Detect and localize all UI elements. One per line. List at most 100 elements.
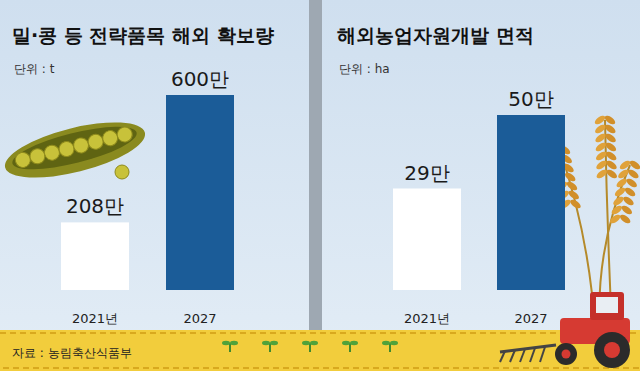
strip-pattern xyxy=(453,367,459,369)
strip-pattern xyxy=(373,367,379,369)
strip-pattern xyxy=(370,332,376,334)
strip-pattern xyxy=(573,367,579,369)
strip-pattern xyxy=(630,332,636,334)
wheat-grain xyxy=(604,141,617,153)
bar xyxy=(61,222,129,290)
strip-pattern xyxy=(463,367,469,369)
strip-pattern xyxy=(13,367,19,369)
strip-pattern xyxy=(323,367,329,369)
strip-pattern xyxy=(413,367,419,369)
strip-pattern xyxy=(343,367,349,369)
strip-pattern xyxy=(350,332,356,334)
wheat-grain xyxy=(609,213,622,225)
strip-pattern xyxy=(360,332,366,334)
strip-pattern xyxy=(123,367,129,369)
strip-pattern xyxy=(240,332,246,334)
strip-pattern xyxy=(310,332,316,334)
strip-pattern xyxy=(263,367,269,369)
wheat-grain xyxy=(628,159,640,171)
tractor-tine xyxy=(530,348,535,362)
strip-pattern xyxy=(533,367,539,369)
strip-pattern xyxy=(553,367,559,369)
strip-pattern xyxy=(173,367,179,369)
pea xyxy=(14,151,32,169)
tractor-hitch xyxy=(500,345,556,352)
strip-pattern xyxy=(203,367,209,369)
strip-pattern xyxy=(290,332,296,334)
strip-pattern xyxy=(520,332,526,334)
ground-strip xyxy=(0,330,640,371)
strip-pattern xyxy=(330,332,336,334)
strip-pattern xyxy=(340,332,346,334)
strip-pattern xyxy=(30,332,36,334)
tractor-hub xyxy=(562,350,571,359)
strip-pattern xyxy=(130,332,136,334)
strip-pattern xyxy=(160,332,166,334)
tractor-tine xyxy=(520,349,525,362)
strip-pattern xyxy=(140,332,146,334)
strip-pattern xyxy=(503,367,509,369)
strip-pattern xyxy=(593,367,599,369)
wheat-grain xyxy=(615,177,628,189)
strip-pattern xyxy=(60,332,66,334)
pea xyxy=(72,136,90,154)
strip-pattern xyxy=(70,332,76,334)
strip-pattern xyxy=(90,332,96,334)
separator xyxy=(309,0,322,332)
strip-pattern xyxy=(220,332,226,334)
strip-pattern xyxy=(510,332,516,334)
wheat-stalk xyxy=(560,150,595,330)
wheat-grain xyxy=(613,186,626,198)
strip-pattern xyxy=(53,367,59,369)
strip-pattern xyxy=(100,332,106,334)
chart: 해외농업자원개발 면적단위 : ha29만2021년50만2027 xyxy=(337,24,565,326)
strip-pattern xyxy=(423,367,429,369)
strip-pattern xyxy=(40,332,46,334)
strip-pattern xyxy=(200,332,206,334)
strip-pattern xyxy=(10,332,16,334)
strip-pattern xyxy=(110,332,116,334)
source: 자료 : 농림축산식품부 xyxy=(12,346,132,360)
labels: 29만2021년50만2027 xyxy=(404,87,554,326)
labels: 208만2021년600만2027 xyxy=(66,67,229,326)
subtitle: 단위 : t xyxy=(14,62,55,76)
wheat-grain xyxy=(619,213,632,225)
strip-pattern xyxy=(250,332,256,334)
strip-pattern xyxy=(113,367,119,369)
strip-pattern xyxy=(80,332,86,334)
pod-inner xyxy=(9,118,140,178)
pea-pod xyxy=(0,111,150,189)
wheat-grain xyxy=(623,186,636,198)
strip-pattern xyxy=(150,332,156,334)
infographic: 밀·콩 등 전략품목 해외 확보량단위 : t208만2021년600만2027… xyxy=(0,0,640,371)
strip-pattern xyxy=(430,332,436,334)
strip-pattern xyxy=(433,367,439,369)
pea xyxy=(43,144,61,162)
strip-pattern xyxy=(120,332,126,334)
sprout-leaf xyxy=(310,341,318,345)
strip-pattern xyxy=(530,332,536,334)
strip-pattern xyxy=(333,367,339,369)
wheat-grain xyxy=(564,171,577,183)
tractor-tine xyxy=(510,350,515,362)
strip-pattern xyxy=(363,367,369,369)
pea xyxy=(28,147,46,165)
strip-pattern xyxy=(223,367,229,369)
strip-pattern xyxy=(210,332,216,334)
wheat-grain xyxy=(612,195,625,207)
tractor-tine xyxy=(540,347,545,362)
category-label: 2027 xyxy=(183,311,216,326)
strip-pattern xyxy=(300,332,306,334)
strip-pattern xyxy=(480,332,486,334)
strip-pattern xyxy=(0,332,6,334)
pea xyxy=(87,133,105,151)
sprout-leaf xyxy=(262,341,270,345)
data-label: 50만 xyxy=(508,87,553,111)
strip-pattern xyxy=(410,332,416,334)
bars xyxy=(61,95,234,290)
wheat-grain xyxy=(620,204,633,216)
strip-pattern xyxy=(183,367,189,369)
wheat-grain xyxy=(595,168,608,180)
strip-pattern xyxy=(193,367,199,369)
wheat-grain xyxy=(595,159,608,171)
